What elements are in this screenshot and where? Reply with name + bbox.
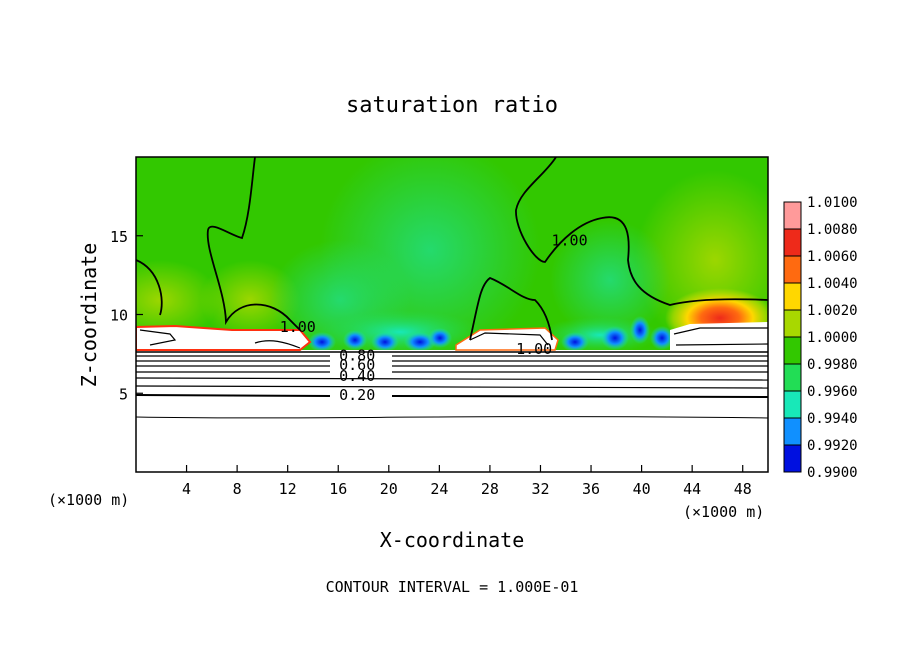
colorbar-swatch	[784, 202, 801, 229]
colorbar-swatch	[784, 229, 801, 256]
colorbar-label: 1.0080	[807, 222, 858, 238]
contour-labels: 1.00 1.00 1.00 0.800.600.400.20	[280, 231, 588, 404]
colorbar-swatch	[784, 418, 801, 445]
colorbar-label: 1.0040	[807, 276, 858, 292]
x-tick-label: 40	[633, 480, 651, 498]
colorbar-label: 1.0100	[807, 195, 858, 211]
colorbar-label: 0.9940	[807, 411, 858, 427]
colorbar-swatch	[784, 283, 801, 310]
x-tick-label: 24	[430, 480, 448, 498]
contour-interval-note: CONTOUR INTERVAL = 1.000E-01	[326, 578, 579, 596]
contour-label: 0.20	[339, 386, 375, 404]
x-tick-label: 28	[481, 480, 499, 498]
contour-label: 1.00	[280, 318, 316, 336]
y-axis-label: Z-coordinate	[77, 243, 101, 388]
contour-label: 1.00	[516, 340, 552, 358]
x-tick-label: 20	[380, 480, 398, 498]
colorbar-swatch	[784, 310, 801, 337]
plot-area: 1.00 1.00 1.00 0.800.600.400.20	[136, 157, 768, 472]
x-tick-label: 4	[182, 480, 191, 498]
colorbar-label: 0.9900	[807, 465, 858, 481]
contour-label: 1.00	[551, 231, 587, 249]
x-tick-label: 8	[233, 480, 242, 498]
colorbar-swatch	[784, 256, 801, 283]
x-tick-label: 32	[531, 480, 549, 498]
y-tick-label: 15	[110, 228, 128, 246]
colorbar-label: 1.0060	[807, 249, 858, 265]
x-unit-right: (×1000 m)	[683, 503, 764, 521]
x-tick-label: 16	[329, 480, 347, 498]
lower-region	[136, 350, 768, 472]
x-tick-label: 48	[734, 480, 752, 498]
x-axis: 4 8 12 16 20 24 28 32 36 40 44 48	[182, 465, 752, 498]
colorbar-swatch	[784, 445, 801, 472]
contour-label: 0.80	[339, 346, 375, 364]
x-axis-label: X-coordinate	[380, 528, 525, 552]
y-axis: 5 10 15	[110, 228, 143, 403]
x-unit-left: (×1000 m)	[48, 491, 129, 509]
colorbar-label: 0.9980	[807, 357, 858, 373]
contour-label: 0.40	[339, 367, 375, 385]
colorbar-swatch	[784, 337, 801, 364]
chart-title: saturation ratio	[346, 93, 558, 118]
colorbar-swatch	[784, 364, 801, 391]
contour-label: 0.60	[339, 356, 375, 374]
x-tick-label: 12	[279, 480, 297, 498]
y-tick-label: 10	[110, 307, 128, 325]
x-tick-label: 44	[683, 480, 701, 498]
colorbar: 1.0100 1.0080 1.0060 1.0040 1.0020 1.0000 0.99…	[783, 195, 858, 481]
colorbar-label: 1.0020	[807, 303, 858, 319]
contour-lines	[136, 157, 768, 419]
colorbar-label: 0.9920	[807, 438, 858, 454]
x-tick-label: 36	[582, 480, 600, 498]
colorbar-swatch	[784, 391, 801, 418]
y-tick-label: 5	[119, 385, 128, 403]
colorbar-label: 1.0000	[807, 330, 858, 346]
colorbar-label: 0.9960	[807, 384, 858, 400]
